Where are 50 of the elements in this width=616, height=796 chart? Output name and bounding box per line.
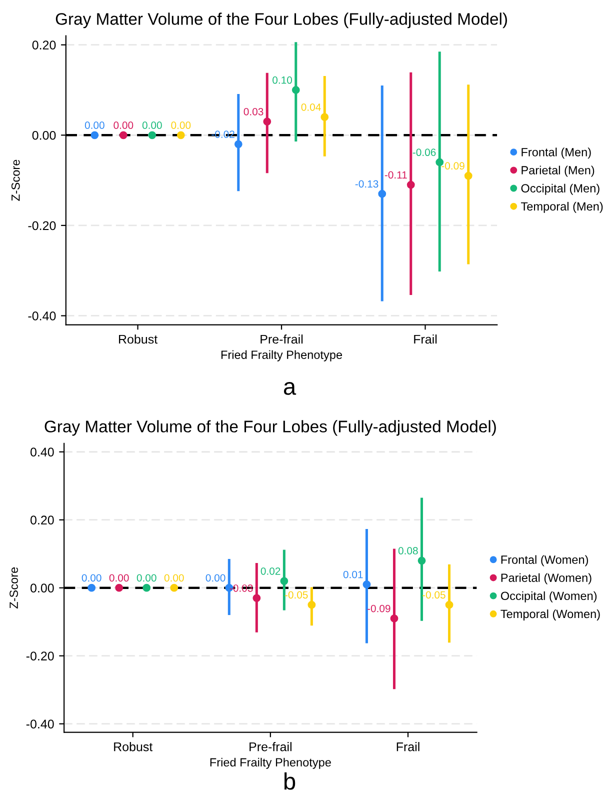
- data-label: 0.03: [244, 108, 264, 116]
- x-axis-title: Fried Frailty Phenotype: [221, 350, 342, 362]
- chart-title: Gray Matter Volume of the Four Lobes (Fully-adjusted Model): [44, 420, 496, 436]
- text: a: [284, 382, 296, 395]
- y-tick-label: 0.20: [30, 516, 54, 525]
- y-tick-label: -0.20: [26, 652, 54, 660]
- legend-label: Temporal (Men): [520, 202, 603, 213]
- y-tick-label: 0.40: [30, 448, 54, 457]
- data-label: 0.00: [114, 122, 134, 129]
- y-axis-title: Z-Score: [10, 567, 18, 608]
- data-label: -0.06: [412, 148, 436, 156]
- legend-label: Parietal (Women): [501, 573, 592, 584]
- data-label: 0.02: [260, 567, 280, 575]
- data-label: 0.00: [206, 574, 226, 582]
- x-tick-label: Robust: [119, 334, 158, 344]
- data-label: -0.09: [442, 162, 464, 170]
- data-label: 0.00: [164, 574, 184, 582]
- y-tick-label: -0.40: [28, 312, 56, 320]
- x-tick-label: Pre-frail: [260, 334, 303, 344]
- x-tick-label: Robust: [114, 742, 153, 752]
- data-label: 0.00: [136, 574, 156, 582]
- data-label: 0.10: [272, 76, 292, 84]
- data-label: 0.01: [343, 570, 363, 578]
- legend-label: Frontal (Men): [522, 148, 591, 159]
- chart-title: Gray Matter Volume of the Four Lobes (Fully-adjusted Model): [56, 12, 507, 28]
- legend-label: Occipital (Women): [500, 591, 597, 602]
- data-label: 0.00: [82, 574, 102, 582]
- legend-label: Parietal (Men): [522, 166, 594, 177]
- x-tick-label: Frail: [414, 334, 437, 344]
- x-tick-label: Frail: [396, 742, 420, 752]
- data-label: 0.08: [398, 547, 418, 554]
- data-label: -0.11: [384, 171, 407, 179]
- y-tick-label: -0.20: [28, 221, 56, 230]
- x-tick-label: Pre-frail: [250, 742, 292, 752]
- data-label: 0.04: [301, 103, 321, 111]
- data-label: 0.00: [109, 574, 129, 582]
- data-label: 0.00: [142, 122, 162, 129]
- text: b: [284, 772, 296, 790]
- y-tick-label: -0.40: [26, 720, 54, 728]
- y-tick-label: 0.20: [32, 40, 56, 50]
- y-tick-label: 0.00: [30, 584, 54, 592]
- legend-label: Occipital (Men): [521, 184, 600, 195]
- y-tick-label: 0.00: [32, 130, 56, 140]
- data-label: -0.13: [355, 180, 378, 188]
- legend-label: Frontal (Women): [501, 555, 588, 566]
- data-label: 0.00: [171, 122, 191, 129]
- legend-label: Temporal (Women): [500, 609, 600, 620]
- x-axis-title: Fried Frailty Phenotype: [210, 758, 331, 769]
- y-axis-title: Z-Score: [11, 160, 20, 201]
- data-label: 0.00: [84, 122, 104, 129]
